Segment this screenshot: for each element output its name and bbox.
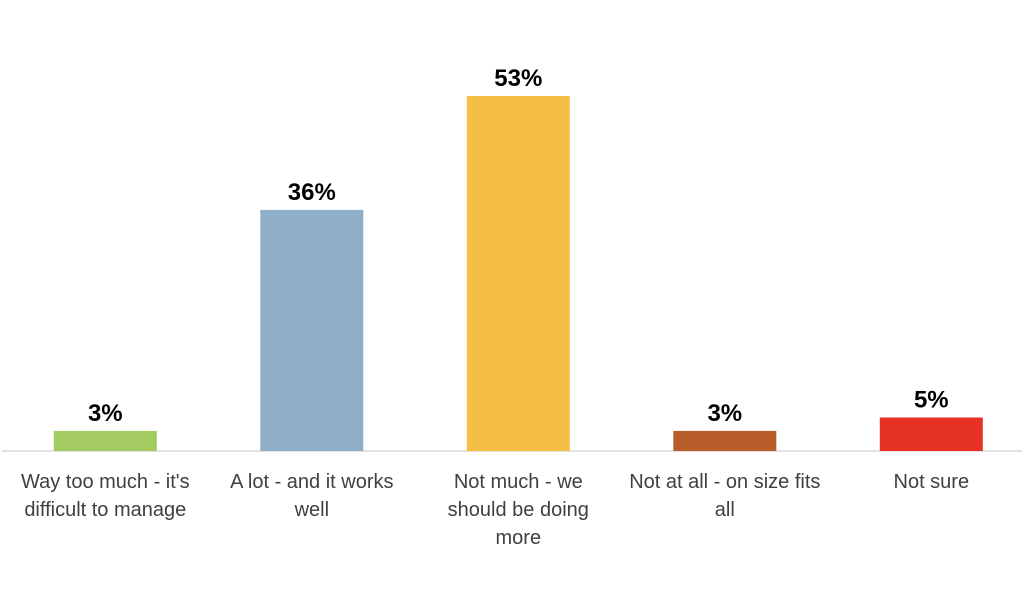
category-label-2-line-1: A lot - and it works (230, 471, 393, 493)
category-label-1-line-2: difficult to manage (24, 499, 186, 521)
bars-group (53, 96, 983, 451)
category-label-4-line-2: all (715, 499, 735, 521)
category-labels-group: Way too much - it's difficult to manage A … (21, 471, 969, 549)
bar-4 (673, 430, 777, 451)
category-label-3-line-2: should be doing (448, 499, 589, 521)
bar-3 (466, 96, 570, 451)
data-label-2: 36% (288, 179, 336, 206)
category-label-3-line-1: Not much - we (454, 471, 583, 493)
bar-1 (53, 430, 157, 451)
category-label-2-line-2: well (294, 499, 329, 521)
data-label-1: 3% (88, 400, 123, 427)
category-label-4-line-1: Not at all - on size fits (629, 471, 820, 493)
bar-5 (879, 417, 983, 451)
data-label-3: 53% (494, 65, 542, 92)
data-labels-group: 3% 36% 53% 3% 5% (88, 65, 949, 427)
bar-2 (260, 209, 364, 451)
data-label-4: 3% (707, 400, 742, 427)
category-label-5-line-1: Not sure (894, 471, 970, 493)
category-label-3-line-3: more (496, 527, 542, 549)
data-label-5: 5% (914, 387, 949, 414)
category-label-1-line-1: Way too much - it's (21, 471, 190, 493)
